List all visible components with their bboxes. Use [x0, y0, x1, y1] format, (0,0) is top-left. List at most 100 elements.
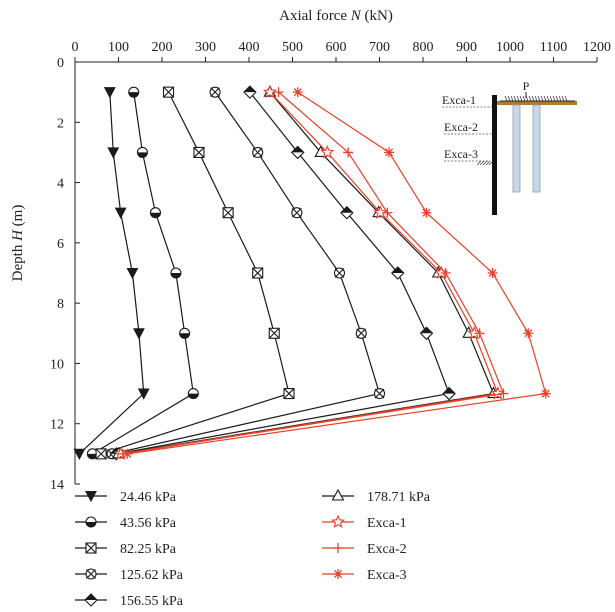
data-point [421, 207, 432, 218]
y-tick-label: 12 [50, 418, 64, 433]
data-point [330, 514, 346, 529]
data-point [128, 86, 140, 98]
data-point [384, 147, 395, 158]
data-point [85, 568, 97, 580]
x-axis-title: Axial force N (kN) [279, 8, 393, 24]
load-hatch-line [549, 95, 553, 102]
load-hatch-line [564, 95, 568, 102]
data-point [331, 488, 345, 501]
y-tick-label: 14 [50, 478, 64, 493]
load-hatch-line [540, 95, 544, 102]
data-point [252, 146, 264, 158]
data-point [474, 328, 485, 339]
x-axis-title-suffix: (kN) [361, 8, 393, 24]
x-tick-label: 1100 [540, 40, 567, 55]
x-tick-label: 0 [72, 40, 79, 55]
data-point [107, 147, 120, 159]
data-point [382, 207, 393, 218]
x-tick-label: 500 [282, 40, 303, 55]
data-point [133, 328, 145, 340]
data-point [73, 448, 86, 461]
load-hatch-line [552, 95, 556, 102]
inset-level-3: Exca-3 [444, 147, 478, 161]
legend-label: 82.25 kPa [120, 542, 177, 557]
legend-label: Exca-2 [367, 542, 407, 557]
y-tick-label: 0 [57, 56, 64, 71]
data-point [333, 569, 343, 579]
legend-item: 24.46 kPa [75, 490, 177, 505]
load-hatch-line [558, 95, 562, 102]
data-point [149, 207, 162, 219]
data-point [262, 84, 277, 99]
data-point [114, 207, 127, 219]
data-point [290, 145, 305, 160]
load-hatch-line [507, 95, 511, 102]
load-hatch-line [513, 95, 517, 102]
series-2 [86, 86, 199, 460]
data-point [170, 267, 182, 279]
data-point [523, 328, 534, 339]
load-hatch-line [534, 95, 538, 102]
data-point [103, 87, 116, 99]
data-point [86, 448, 98, 460]
x-tick-label: 100 [108, 40, 129, 55]
series-9 [122, 87, 551, 459]
x-tick-label: 800 [413, 40, 434, 55]
ground-hatch-line [485, 160, 491, 166]
inset-schematic: P Exca-1 Exca-2 Exca-3 [442, 79, 577, 215]
inset-load-label: P [523, 79, 530, 93]
series-8 [117, 87, 509, 459]
series-1 [73, 87, 150, 461]
legend-label: Exca-1 [367, 516, 407, 531]
load-hatch-line [537, 95, 541, 102]
legend-item: Exca-2 [322, 542, 407, 557]
inset-ground-surface [497, 101, 577, 105]
load-hatch-line [519, 95, 523, 102]
x-tick-label: 700 [369, 40, 390, 55]
inset-wall [492, 95, 497, 215]
legend-label: 24.46 kPa [120, 490, 177, 505]
data-point [333, 543, 343, 553]
inset-pile-right [532, 104, 541, 193]
x-tick-label: 1000 [496, 40, 524, 55]
legend-item: Exca-1 [322, 514, 407, 531]
legend-item: 156.55 kPa [75, 593, 184, 609]
data-point [440, 268, 451, 278]
ground-hatch-line [479, 160, 485, 166]
load-hatch-line [555, 95, 559, 102]
data-point [95, 448, 107, 460]
axes: 0 100 200 300 400 500 600 700 800 900 1000 1100 1200… [50, 40, 611, 493]
data-point [291, 207, 303, 219]
legend-label: 125.62 kPa [120, 568, 184, 583]
x-tick-label: 600 [326, 40, 347, 55]
data-point [243, 85, 257, 99]
data-point [137, 388, 150, 400]
load-hatch-line [546, 95, 550, 102]
load-hatch-line [543, 95, 547, 102]
data-point [373, 388, 386, 400]
legend: 24.46 kPa 43.56 kPa 82.25 kPa 125.62 kPa 156… [75, 488, 431, 609]
legend-label: 156.55 kPa [120, 594, 184, 609]
data-point [283, 388, 295, 400]
inset-load-hatch [504, 95, 568, 102]
series-layer [73, 84, 551, 461]
data-point [252, 267, 264, 279]
inset-pile-left [512, 104, 521, 193]
legend-label: Exca-3 [367, 568, 407, 583]
data-point [85, 490, 97, 503]
legend-item: 82.25 kPa [75, 542, 177, 557]
data-point [126, 267, 139, 280]
x-axis-title-prefix: Axial force [279, 8, 351, 24]
y-axis-title-var: H [10, 229, 26, 242]
inset-level-1: Exca-1 [442, 93, 476, 107]
data-point [487, 268, 498, 278]
data-point [84, 593, 98, 607]
load-hatch-line [522, 95, 526, 102]
y-tick-label: 4 [57, 177, 64, 192]
data-point [193, 146, 205, 158]
x-tick-label: 1200 [583, 40, 611, 55]
data-point [273, 87, 284, 98]
load-hatch-line [510, 95, 514, 102]
load-hatch-line [528, 95, 532, 102]
